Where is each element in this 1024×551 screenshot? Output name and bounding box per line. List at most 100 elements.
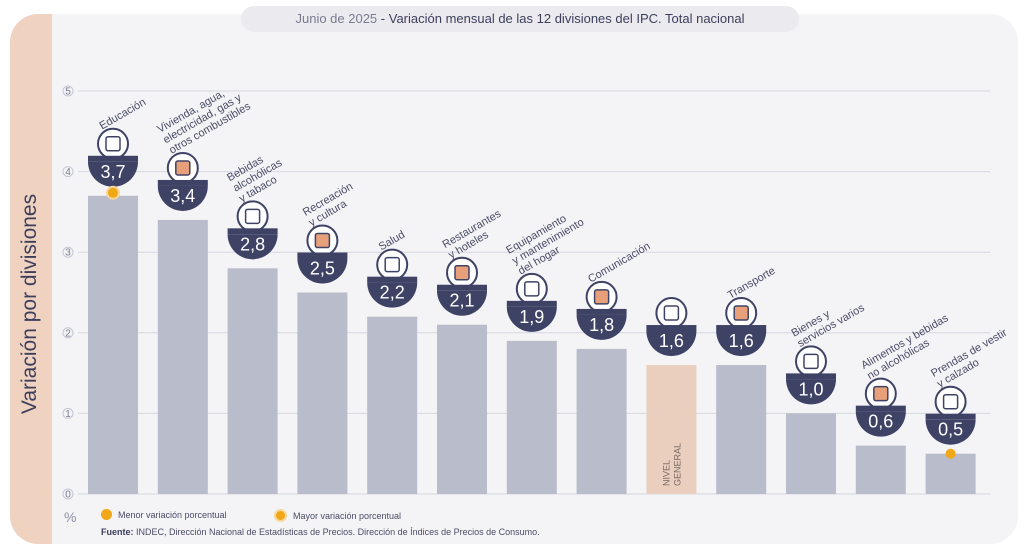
tick-marker [62,407,74,419]
value-bubble-shape [157,185,208,211]
bar-group: 1,8 Comunicación [576,240,652,494]
category-label: Bienes yservicios varios [790,291,868,350]
max-marker-icon [274,509,287,522]
bar [576,348,627,494]
value-bubble-shape [716,331,767,357]
value-bubble: 1,0 [786,373,836,405]
bar [925,453,976,494]
chicken-food-icon [864,377,897,410]
category-label-line: Comunicación [586,240,652,285]
bar [367,316,418,494]
value-bubble: 3,7 [88,155,138,187]
value-bubble-shape [88,161,138,187]
y-tick-label: 1 [65,409,71,420]
category-label: Restaurantesy hoteles [441,208,510,262]
min-marker-icon [101,509,112,520]
y-tick-label: 2 [65,328,71,339]
value-bubble-shape [227,234,278,260]
title-separator: - [377,11,389,26]
category-label-line: Educación [98,96,148,132]
chart-title: Junio de 2025 - Variación mensual de las… [241,6,799,32]
bar [716,365,767,494]
value-bubble-shape [646,331,697,357]
value-label: 0,5 [938,420,963,440]
category-label-line: GENERAL [672,443,682,486]
icon-glyph [384,256,400,273]
icon-glyph [454,264,470,281]
value-bubble-rim [88,155,138,162]
value-bubble-rim [227,228,278,235]
value-bubble: 2,8 [227,228,278,260]
y-tick-label: 4 [65,167,71,178]
max-marker [106,185,120,200]
value-bubble: 1,6 [646,325,697,357]
icon-glyph [593,289,610,305]
value-bubble-rim [157,179,208,186]
value-bubble-rim [646,325,697,332]
legend-max-label: Mayor variación porcentual [293,510,402,521]
tick-marker [62,166,74,178]
value-bubble-rim [925,413,976,420]
value-bubble-shape [367,282,418,308]
value-bubble-rim [716,325,767,332]
value-bubble-shape [925,419,976,445]
y-tick-label: 5 [65,87,71,98]
bar-group: 0,5 Prendas de vestiry calzado [925,327,1010,494]
bar-group: 1,6 Transporte [716,265,777,494]
category-label: Educación [98,96,148,132]
y-unit-label: % [64,509,77,525]
value-label: 1,6 [729,331,754,351]
legend-min-label: Menor variación porcentual [118,509,227,520]
bottle-glass-icon [236,200,269,233]
value-bubble: 1,9 [506,300,557,332]
category-label: Equipamientoy mantenimientodel hogar [504,206,592,278]
legend-max: Mayor variación porcentual [274,509,401,522]
value-bubble-shape [855,411,906,437]
bar [786,413,836,494]
icon-glyph [105,136,121,152]
icon-glyph [942,393,959,410]
source-label: Fuente: [101,527,134,537]
value-bubble-rim [855,405,906,412]
bar-group: 2,5 Recreacióny cultura [297,180,355,494]
value-label: 1,9 [519,307,544,327]
value-bubble: 2,5 [297,252,348,284]
title-date: Junio de 2025 [295,11,378,26]
category-label: Transporte [726,265,778,302]
value-bubble-rim [506,300,557,307]
umbrella-sun-icon [306,224,339,257]
icon-glyph [803,353,819,370]
source-note: Fuente: INDEC, Dirección Nacional de Est… [101,527,540,537]
tick-marker [62,246,74,258]
air-conditioner-icon [515,272,548,305]
smartphone-icon [585,280,618,313]
bar-group: 1,0 Bienes yservicios varios [786,291,868,494]
icon-glyph [175,160,191,176]
tshirt-icon [934,385,967,418]
category-label-line: NIVEL [661,460,671,486]
value-bubble-shape [786,379,836,405]
value-label: 3,7 [100,162,125,182]
value-label: 0,6 [868,412,893,432]
bar-group: 1,6 NIVELGENERAL [646,297,697,494]
bar [437,324,487,494]
legend-min: Menor variación porcentual [101,509,227,520]
value-bubble: 0,5 [925,413,976,445]
tick-marker [62,85,74,97]
value-label: 1,8 [589,315,614,335]
min-marker [945,448,956,459]
lightbulb-tools-icon [166,151,199,184]
value-bubble-rim [576,308,627,315]
value-label: 3,4 [170,186,195,206]
value-bubble-rim [367,276,418,283]
value-bubble-rim [437,284,487,291]
book-notebook-icon [97,127,129,160]
value-bubble-shape [437,290,487,316]
value-bubble: 2,2 [367,276,418,308]
bar [227,268,278,494]
category-label-line: Alimentos y bebidas [859,312,951,372]
icon-glyph [524,281,540,297]
tick-marker [62,327,74,339]
